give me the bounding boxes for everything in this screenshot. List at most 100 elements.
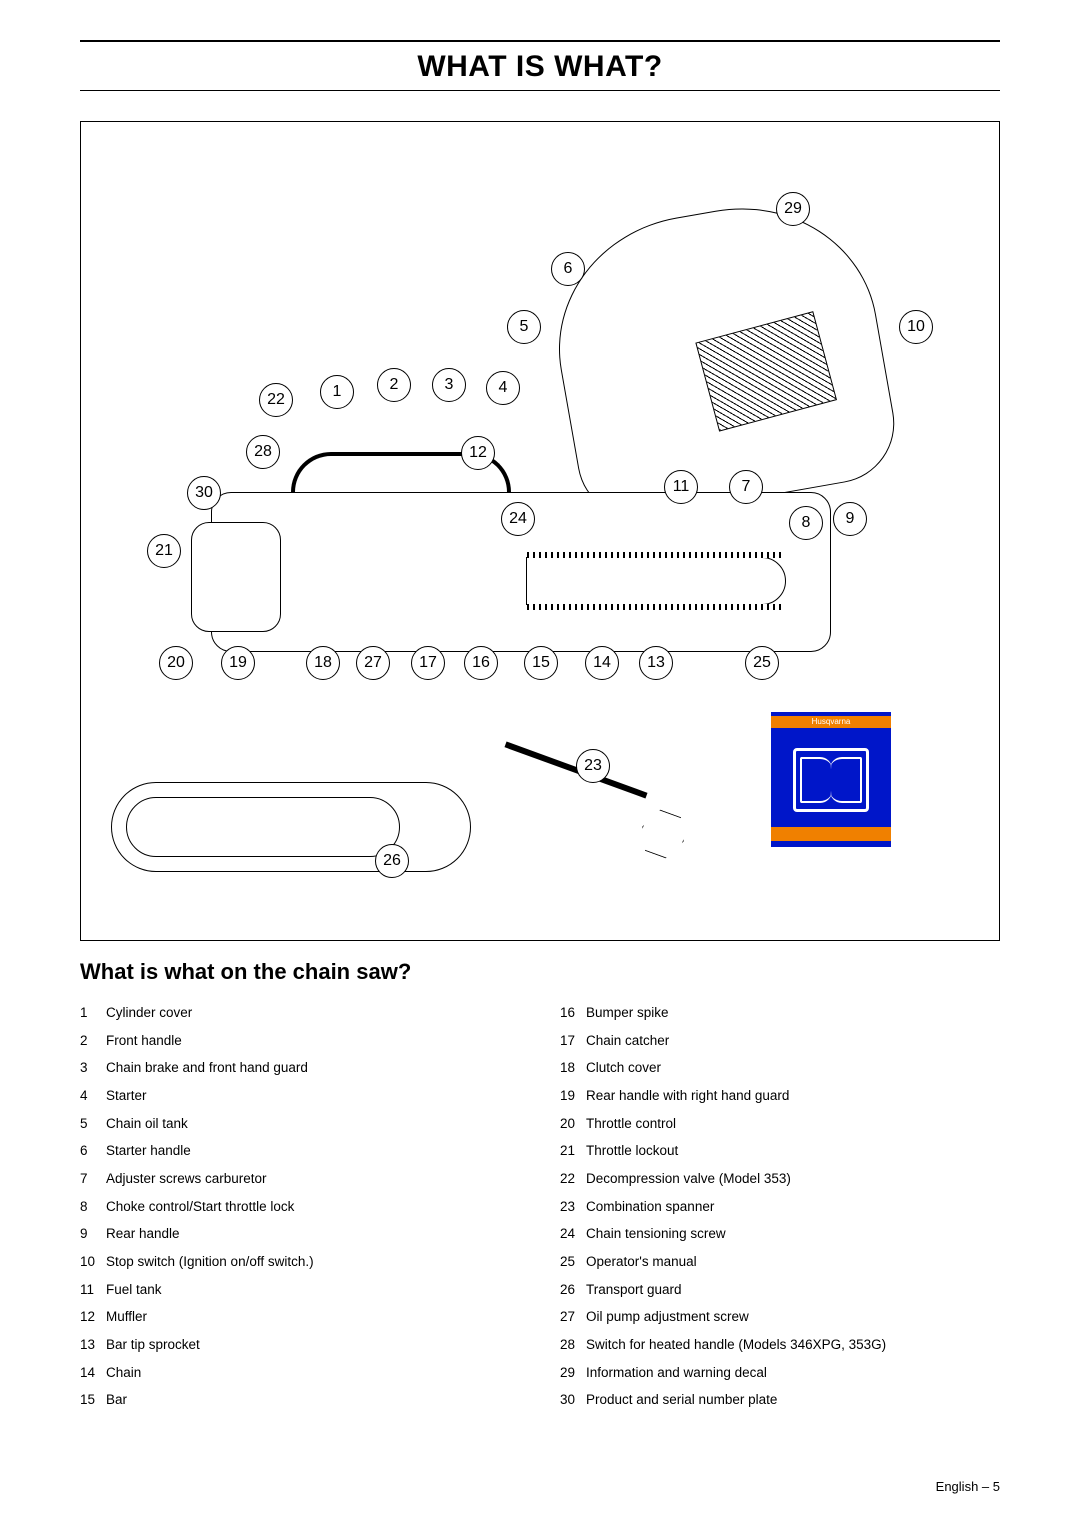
part-item: 5Chain oil tank	[80, 1110, 520, 1138]
part-item: 19Rear handle with right hand guard	[560, 1082, 1000, 1110]
part-label: Stop switch (Ignition on/off switch.)	[106, 1248, 314, 1276]
rear-handle-illustration	[191, 522, 281, 632]
part-label: Starter handle	[106, 1137, 191, 1165]
callout-14: 14	[585, 646, 619, 680]
part-number: 14	[80, 1359, 106, 1387]
callout-20: 20	[159, 646, 193, 680]
part-item: 14Chain	[80, 1359, 520, 1387]
part-label: Bar tip sprocket	[106, 1331, 200, 1359]
part-item: 7Adjuster screws carburetor	[80, 1165, 520, 1193]
part-number: 17	[560, 1027, 586, 1055]
part-item: 22Decompression valve (Model 353)	[560, 1165, 1000, 1193]
part-item: 2Front handle	[80, 1027, 520, 1055]
part-item: 8Choke control/Start throttle lock	[80, 1193, 520, 1221]
part-label: Transport guard	[586, 1276, 682, 1304]
part-item: 24Chain tensioning screw	[560, 1220, 1000, 1248]
callout-21: 21	[147, 534, 181, 568]
page-footer: English – 5	[936, 1479, 1000, 1494]
part-number: 11	[80, 1276, 106, 1304]
diagram-frame: Husqvarna 296510221234281230117248921201…	[80, 121, 1000, 941]
part-number: 12	[80, 1303, 106, 1331]
part-number: 21	[560, 1137, 586, 1165]
callout-2: 2	[377, 368, 411, 402]
callout-18: 18	[306, 646, 340, 680]
section-title: WHAT IS WHAT?	[80, 50, 1000, 84]
part-number: 23	[560, 1193, 586, 1221]
part-label: Chain	[106, 1359, 141, 1387]
part-item: 28Switch for heated handle (Models 346XP…	[560, 1331, 1000, 1359]
part-item: 6Starter handle	[80, 1137, 520, 1165]
part-number: 27	[560, 1303, 586, 1331]
part-label: Front handle	[106, 1027, 182, 1055]
part-number: 20	[560, 1110, 586, 1138]
part-number: 7	[80, 1165, 106, 1193]
callout-29: 29	[776, 192, 810, 226]
part-number: 24	[560, 1220, 586, 1248]
part-item: 11Fuel tank	[80, 1276, 520, 1304]
part-item: 3Chain brake and front hand guard	[80, 1054, 520, 1082]
part-label: Rear handle	[106, 1220, 180, 1248]
spanner-head-illustration	[635, 806, 691, 862]
part-number: 3	[80, 1054, 106, 1082]
part-number: 5	[80, 1110, 106, 1138]
part-label: Chain catcher	[586, 1027, 669, 1055]
callout-15: 15	[524, 646, 558, 680]
part-number: 4	[80, 1082, 106, 1110]
part-item: 1Cylinder cover	[80, 999, 520, 1027]
part-number: 13	[80, 1331, 106, 1359]
top-rule	[80, 40, 1000, 42]
callout-22: 22	[259, 383, 293, 417]
chainsaw-engine-illustration	[538, 186, 903, 527]
part-label: Adjuster screws carburetor	[106, 1165, 267, 1193]
part-number: 6	[80, 1137, 106, 1165]
part-number: 8	[80, 1193, 106, 1221]
part-item: 9Rear handle	[80, 1220, 520, 1248]
callout-26: 26	[375, 844, 409, 878]
callout-30: 30	[187, 476, 221, 510]
part-number: 22	[560, 1165, 586, 1193]
callout-12: 12	[461, 436, 495, 470]
part-item: 17Chain catcher	[560, 1027, 1000, 1055]
part-label: Chain tensioning screw	[586, 1220, 726, 1248]
part-label: Bar	[106, 1386, 127, 1414]
part-label: Combination spanner	[586, 1193, 714, 1221]
manual-brand-strip: Husqvarna	[771, 716, 891, 728]
part-number: 25	[560, 1248, 586, 1276]
callout-7: 7	[729, 470, 763, 504]
callout-24: 24	[501, 502, 535, 536]
callout-11: 11	[664, 470, 698, 504]
part-label: Chain oil tank	[106, 1110, 188, 1138]
part-number: 18	[560, 1054, 586, 1082]
part-label: Throttle control	[586, 1110, 676, 1138]
footer-page-number: 5	[993, 1479, 1000, 1494]
part-label: Chain brake and front hand guard	[106, 1054, 308, 1082]
part-number: 15	[80, 1386, 106, 1414]
part-number: 10	[80, 1248, 106, 1276]
part-number: 2	[80, 1027, 106, 1055]
part-item: 20Throttle control	[560, 1110, 1000, 1138]
callout-10: 10	[899, 310, 933, 344]
part-label: Starter	[106, 1082, 147, 1110]
callout-1: 1	[320, 375, 354, 409]
callout-3: 3	[432, 368, 466, 402]
part-label: Oil pump adjustment screw	[586, 1303, 749, 1331]
part-number: 30	[560, 1386, 586, 1414]
part-item: 10Stop switch (Ignition on/off switch.)	[80, 1248, 520, 1276]
footer-language: English	[936, 1479, 979, 1494]
callout-17: 17	[411, 646, 445, 680]
part-label: Muffler	[106, 1303, 147, 1331]
part-label: Operator's manual	[586, 1248, 697, 1276]
manual-page: WHAT IS WHAT? Husqvarna 2965102212342812…	[0, 0, 1080, 1528]
part-label: Fuel tank	[106, 1276, 162, 1304]
parts-list-right: 16Bumper spike17Chain catcher18Clutch co…	[560, 999, 1000, 1414]
part-label: Information and warning decal	[586, 1359, 767, 1387]
part-item: 18Clutch cover	[560, 1054, 1000, 1082]
callout-27: 27	[356, 646, 390, 680]
part-item: 25Operator's manual	[560, 1248, 1000, 1276]
callout-8: 8	[789, 506, 823, 540]
manual-book-icon	[793, 748, 869, 812]
transport-guard-illustration	[111, 782, 471, 872]
part-item: 12Muffler	[80, 1303, 520, 1331]
part-label: Decompression valve (Model 353)	[586, 1165, 791, 1193]
callout-23: 23	[576, 749, 610, 783]
